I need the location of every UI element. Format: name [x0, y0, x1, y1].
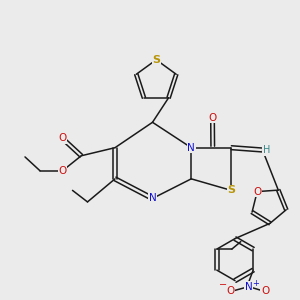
Text: O: O [261, 286, 269, 296]
Text: O: O [58, 166, 67, 176]
Text: +: + [252, 278, 259, 287]
Text: O: O [226, 286, 235, 296]
Text: O: O [208, 113, 217, 123]
Text: S: S [227, 185, 235, 195]
Text: N: N [188, 143, 195, 153]
Text: N: N [245, 282, 253, 292]
Text: O: O [253, 187, 261, 196]
Text: O: O [58, 134, 67, 143]
Text: −: − [218, 280, 226, 290]
Text: S: S [152, 55, 160, 65]
Text: N: N [148, 194, 156, 203]
Text: H: H [262, 145, 270, 155]
